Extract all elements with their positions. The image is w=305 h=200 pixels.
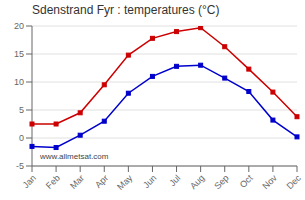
svg-text:Apr: Apr xyxy=(93,173,110,190)
svg-text:Nov: Nov xyxy=(260,173,279,192)
svg-text:Jun: Jun xyxy=(141,173,158,190)
svg-text:Aug: Aug xyxy=(188,173,206,191)
svg-text:15: 15 xyxy=(14,49,24,59)
html-text:www.allmetsat.com: www.allmetsat.com xyxy=(40,152,109,161)
svg-text:5: 5 xyxy=(19,105,24,115)
svg-text:Jan: Jan xyxy=(21,173,38,190)
svg-text:Dec: Dec xyxy=(285,173,297,192)
svg-text:Mar: Mar xyxy=(68,173,86,191)
svg-text:May: May xyxy=(115,173,134,192)
svg-text:10: 10 xyxy=(14,77,24,87)
svg-text:0: 0 xyxy=(19,133,24,143)
svg-text:20: 20 xyxy=(14,21,24,31)
svg-text:-5: -5 xyxy=(16,161,24,171)
svg-text:Feb: Feb xyxy=(44,173,62,191)
html-text:Sdenstrand Fyr : temperatures: Sdenstrand Fyr : temperatures (°C) xyxy=(32,3,220,17)
svg-text:Jul: Jul xyxy=(167,173,182,188)
svg-text:Sep: Sep xyxy=(212,173,230,191)
svg-text:Oct: Oct xyxy=(238,173,255,190)
